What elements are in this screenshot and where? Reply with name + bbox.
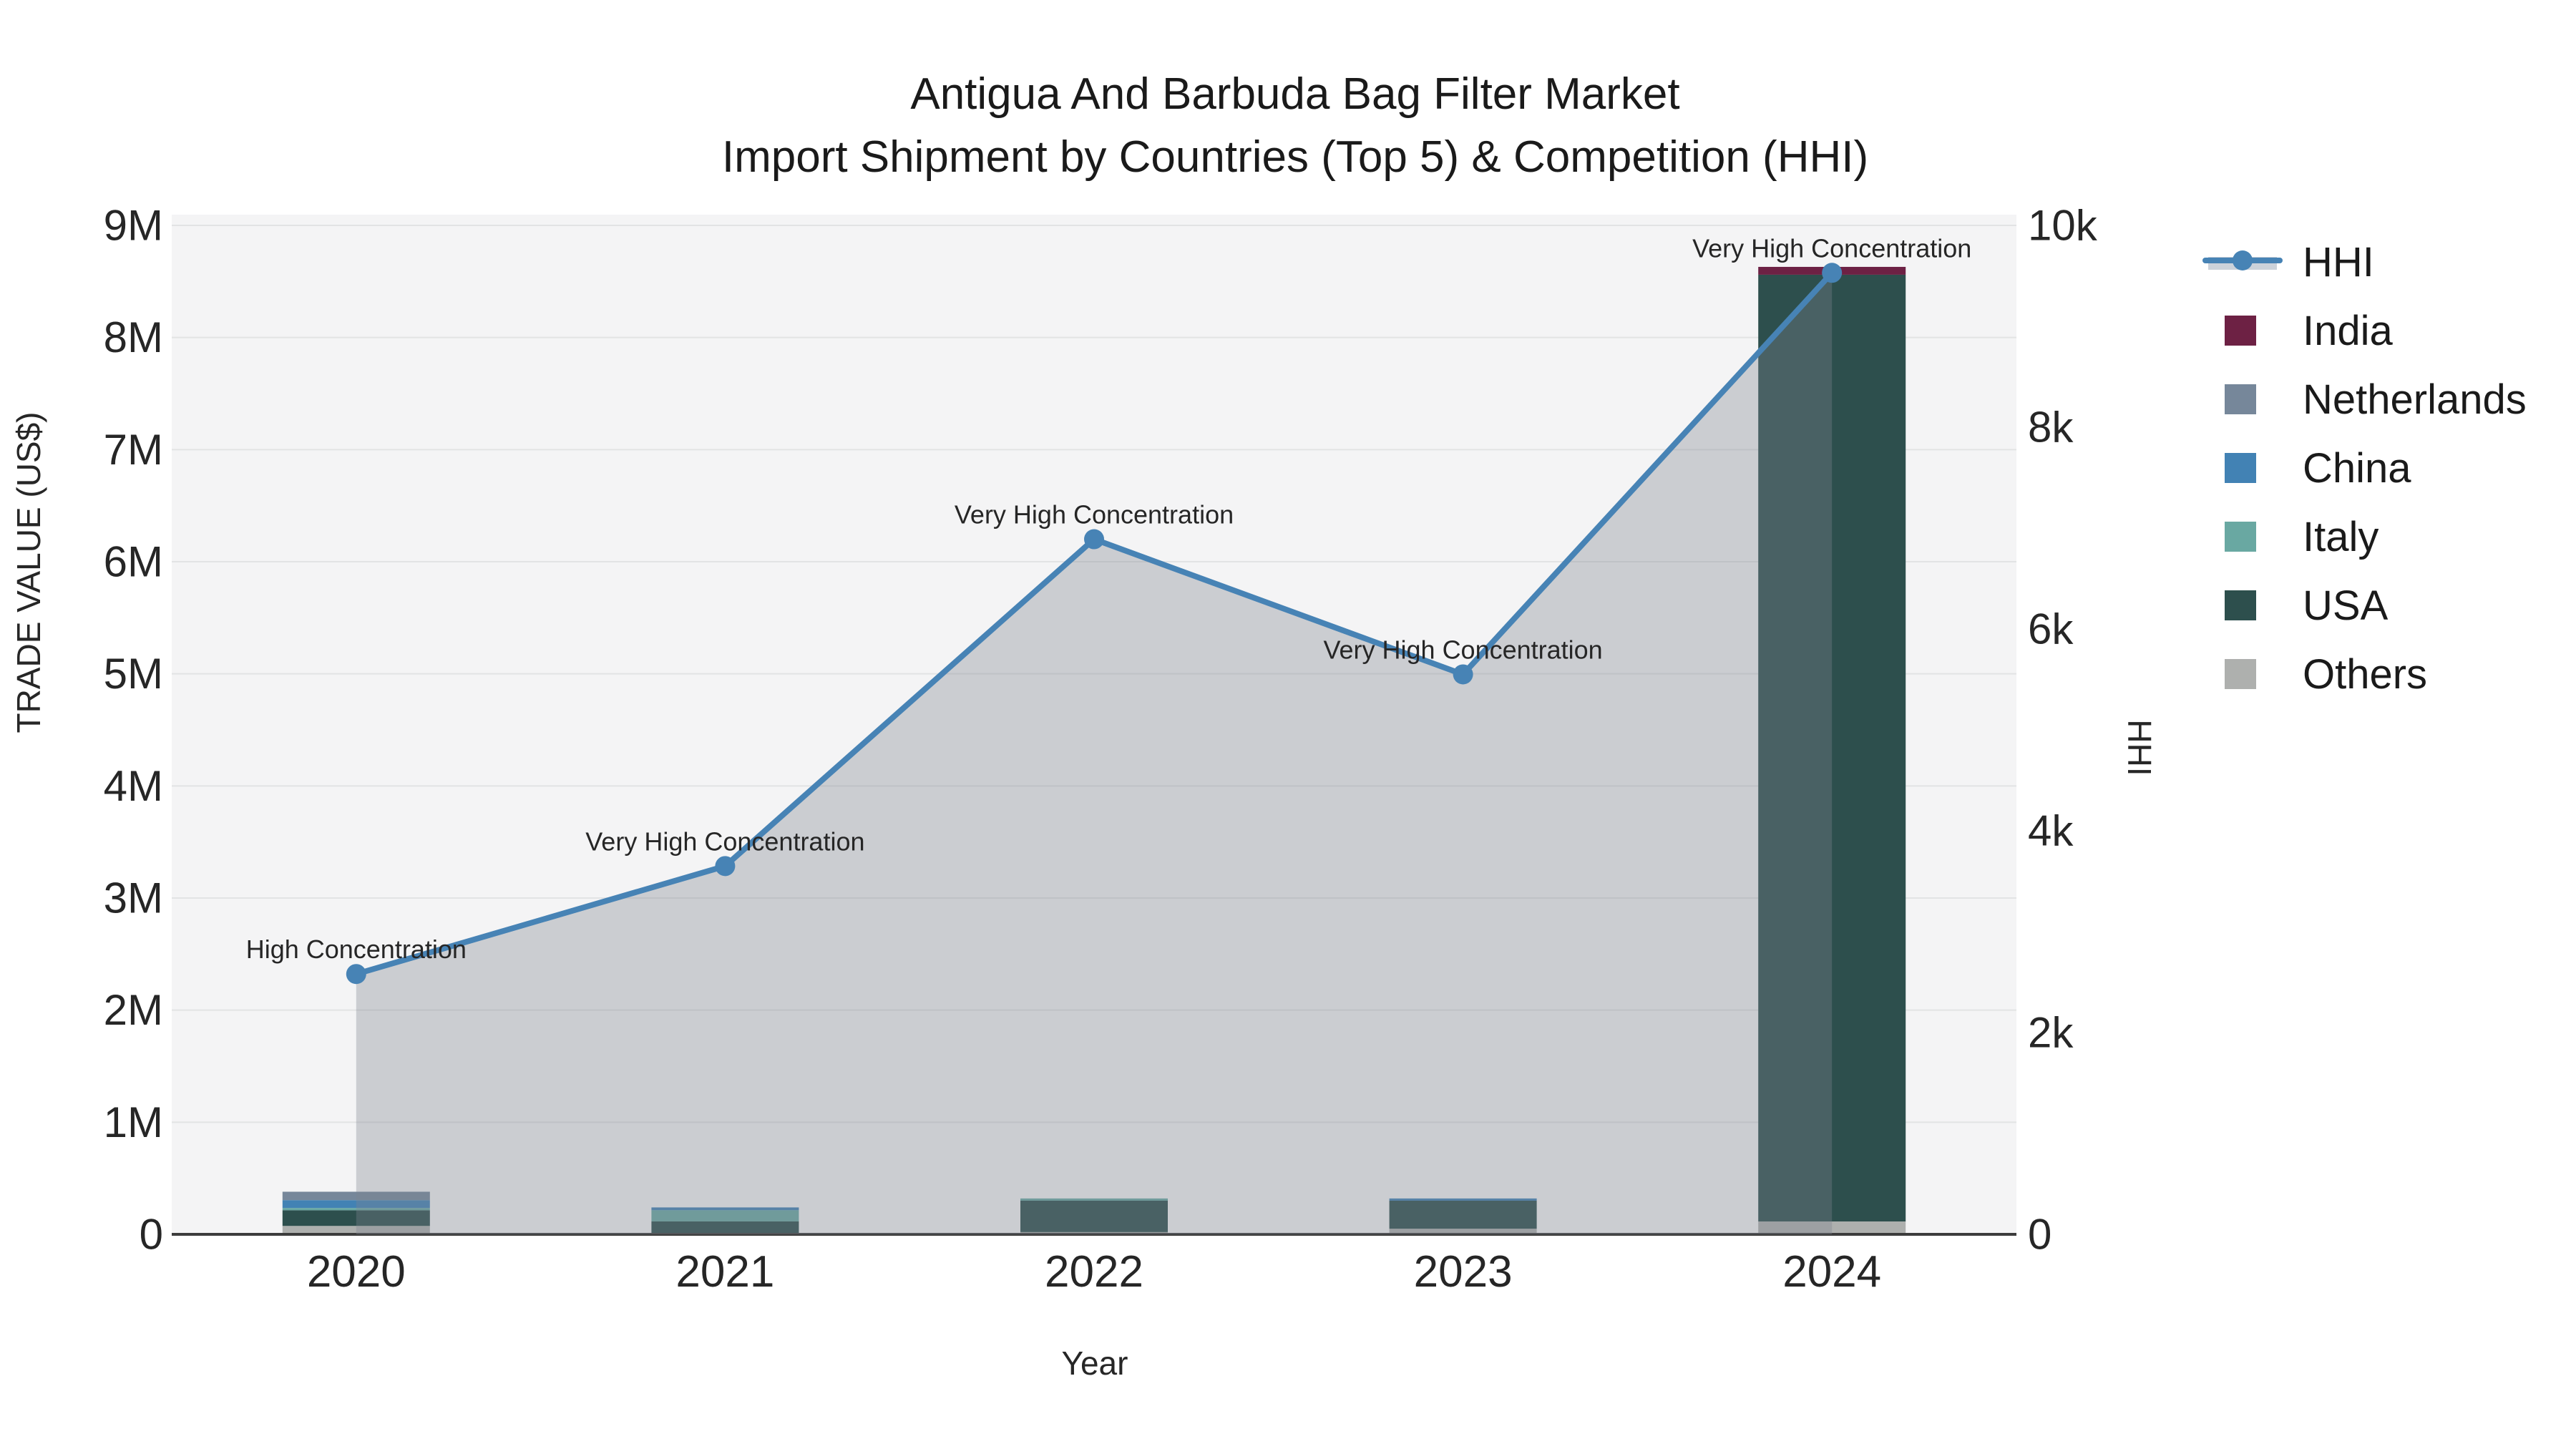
legend-item-usa: USA xyxy=(2202,571,2527,640)
chart-title-line-1: Antigua And Barbuda Bag Filter Market xyxy=(910,69,1680,119)
hhi-marker-2021 xyxy=(715,856,736,877)
bar-segment-others-2023 xyxy=(1389,1229,1537,1234)
legend-swatch-usa xyxy=(2225,590,2256,620)
chart-title: Antigua And Barbuda Bag Filter Market Im… xyxy=(0,63,2576,189)
annotation-2024: Very High Concentration xyxy=(1692,233,1971,263)
right-axis-title: HHI xyxy=(2121,719,2158,776)
legend-hhi-marker xyxy=(2233,250,2253,270)
legend-label-hhi: HHI xyxy=(2303,238,2374,286)
left-tick-label-0: 0 xyxy=(140,1211,163,1259)
right-tick-label-4k: 4k xyxy=(2028,807,2074,855)
annotation-2021: Very High Concentration xyxy=(585,826,864,856)
left-tick-label-2M: 2M xyxy=(104,986,163,1034)
right-tick-label-8k: 8k xyxy=(2028,404,2074,452)
legend-label-netherlands: Netherlands xyxy=(2303,376,2527,423)
legend-swatch-china xyxy=(2225,453,2256,483)
bar-segment-italy-2022 xyxy=(1020,1198,1168,1201)
annotation-2020: High Concentration xyxy=(246,935,467,964)
bar-segment-usa-2021 xyxy=(651,1221,799,1234)
x-tick-label-2020: 2020 xyxy=(307,1247,406,1297)
right-tick-label-2k: 2k xyxy=(2028,1009,2074,1057)
annotation-2022: Very High Concentration xyxy=(955,500,1234,530)
legend-swatch-icon-china xyxy=(2202,452,2283,484)
plot-background xyxy=(172,215,2016,1234)
bar-segment-netherlands-2020 xyxy=(282,1191,430,1201)
hhi-marker-2022 xyxy=(1084,529,1104,550)
left-tick-label-6M: 6M xyxy=(104,538,163,586)
bar-segment-others-2024 xyxy=(1758,1221,1906,1234)
x-tick-label-2024: 2024 xyxy=(1782,1247,1881,1297)
left-tick-label-3M: 3M xyxy=(104,874,163,922)
legend-item-netherlands: Netherlands xyxy=(2202,365,2527,434)
left-tick-label-8M: 8M xyxy=(104,313,163,361)
left-tick-label-9M: 9M xyxy=(104,202,163,250)
bar-segment-italy-2021 xyxy=(651,1210,799,1221)
left-axis-title: TRADE VALUE (US$) xyxy=(10,411,47,733)
bar-segment-china-2020 xyxy=(282,1200,430,1209)
bar-segment-usa-2024 xyxy=(1758,274,1906,1221)
x-tick-label-2022: 2022 xyxy=(1045,1247,1143,1297)
hhi-marker-2024 xyxy=(1822,263,1843,283)
legend-label-india: India xyxy=(2303,307,2393,354)
legend: HHI India Netherlands China Italy USA Others xyxy=(2202,228,2527,708)
hhi-marker-2023 xyxy=(1453,664,1473,685)
legend-label-usa: USA xyxy=(2303,582,2389,629)
hhi-marker-2020 xyxy=(346,964,366,985)
x-tick-label-2023: 2023 xyxy=(1414,1247,1513,1297)
chart-title-line-2: Import Shipment by Countries (Top 5) & C… xyxy=(721,132,1869,182)
bar-segment-usa-2022 xyxy=(1020,1201,1168,1232)
left-tick-label-4M: 4M xyxy=(104,762,163,810)
legend-swatch-others xyxy=(2225,659,2256,689)
left-tick-label-7M: 7M xyxy=(104,426,163,474)
x-tick-label-2021: 2021 xyxy=(675,1247,774,1297)
legend-item-italy: Italy xyxy=(2202,502,2527,571)
bar-segment-usa-2023 xyxy=(1389,1201,1537,1229)
legend-item-india: India xyxy=(2202,296,2527,365)
legend-swatch-icon-usa xyxy=(2202,589,2283,622)
legend-swatch-italy xyxy=(2225,522,2256,552)
legend-label-italy: Italy xyxy=(2303,513,2379,560)
right-tick-label-6k: 6k xyxy=(2028,605,2074,653)
bar-segment-italy-2020 xyxy=(282,1208,430,1211)
bar-segment-others-2020 xyxy=(282,1226,430,1234)
annotation-2023: Very High Concentration xyxy=(1323,635,1602,664)
left-tick-label-5M: 5M xyxy=(104,650,163,698)
legend-swatch-icon-netherlands xyxy=(2202,383,2283,416)
legend-item-hhi: HHI xyxy=(2202,228,2527,296)
x-axis-title: Year xyxy=(1061,1345,1128,1382)
legend-swatch-icon-italy xyxy=(2202,520,2283,553)
legend-hhi-line-icon xyxy=(2202,245,2283,278)
legend-swatch-netherlands xyxy=(2225,384,2256,414)
legend-swatch-icon-others xyxy=(2202,658,2283,691)
bar-segment-usa-2020 xyxy=(282,1210,430,1226)
hhi-area-fill xyxy=(356,273,1833,1234)
right-tick-label-10k: 10k xyxy=(2028,202,2098,250)
legend-item-others: Others xyxy=(2202,640,2527,708)
legend-label-others: Others xyxy=(2303,650,2428,698)
bar-segment-china-2023 xyxy=(1389,1198,1537,1201)
legend-label-china: China xyxy=(2303,444,2411,492)
legend-swatch-icon-india xyxy=(2202,314,2283,347)
legend-swatch-india xyxy=(2225,316,2256,346)
legend-item-china: China xyxy=(2202,434,2527,502)
bar-segment-china-2021 xyxy=(651,1207,799,1211)
right-tick-label-0: 0 xyxy=(2028,1211,2051,1259)
left-tick-label-1M: 1M xyxy=(104,1098,163,1146)
